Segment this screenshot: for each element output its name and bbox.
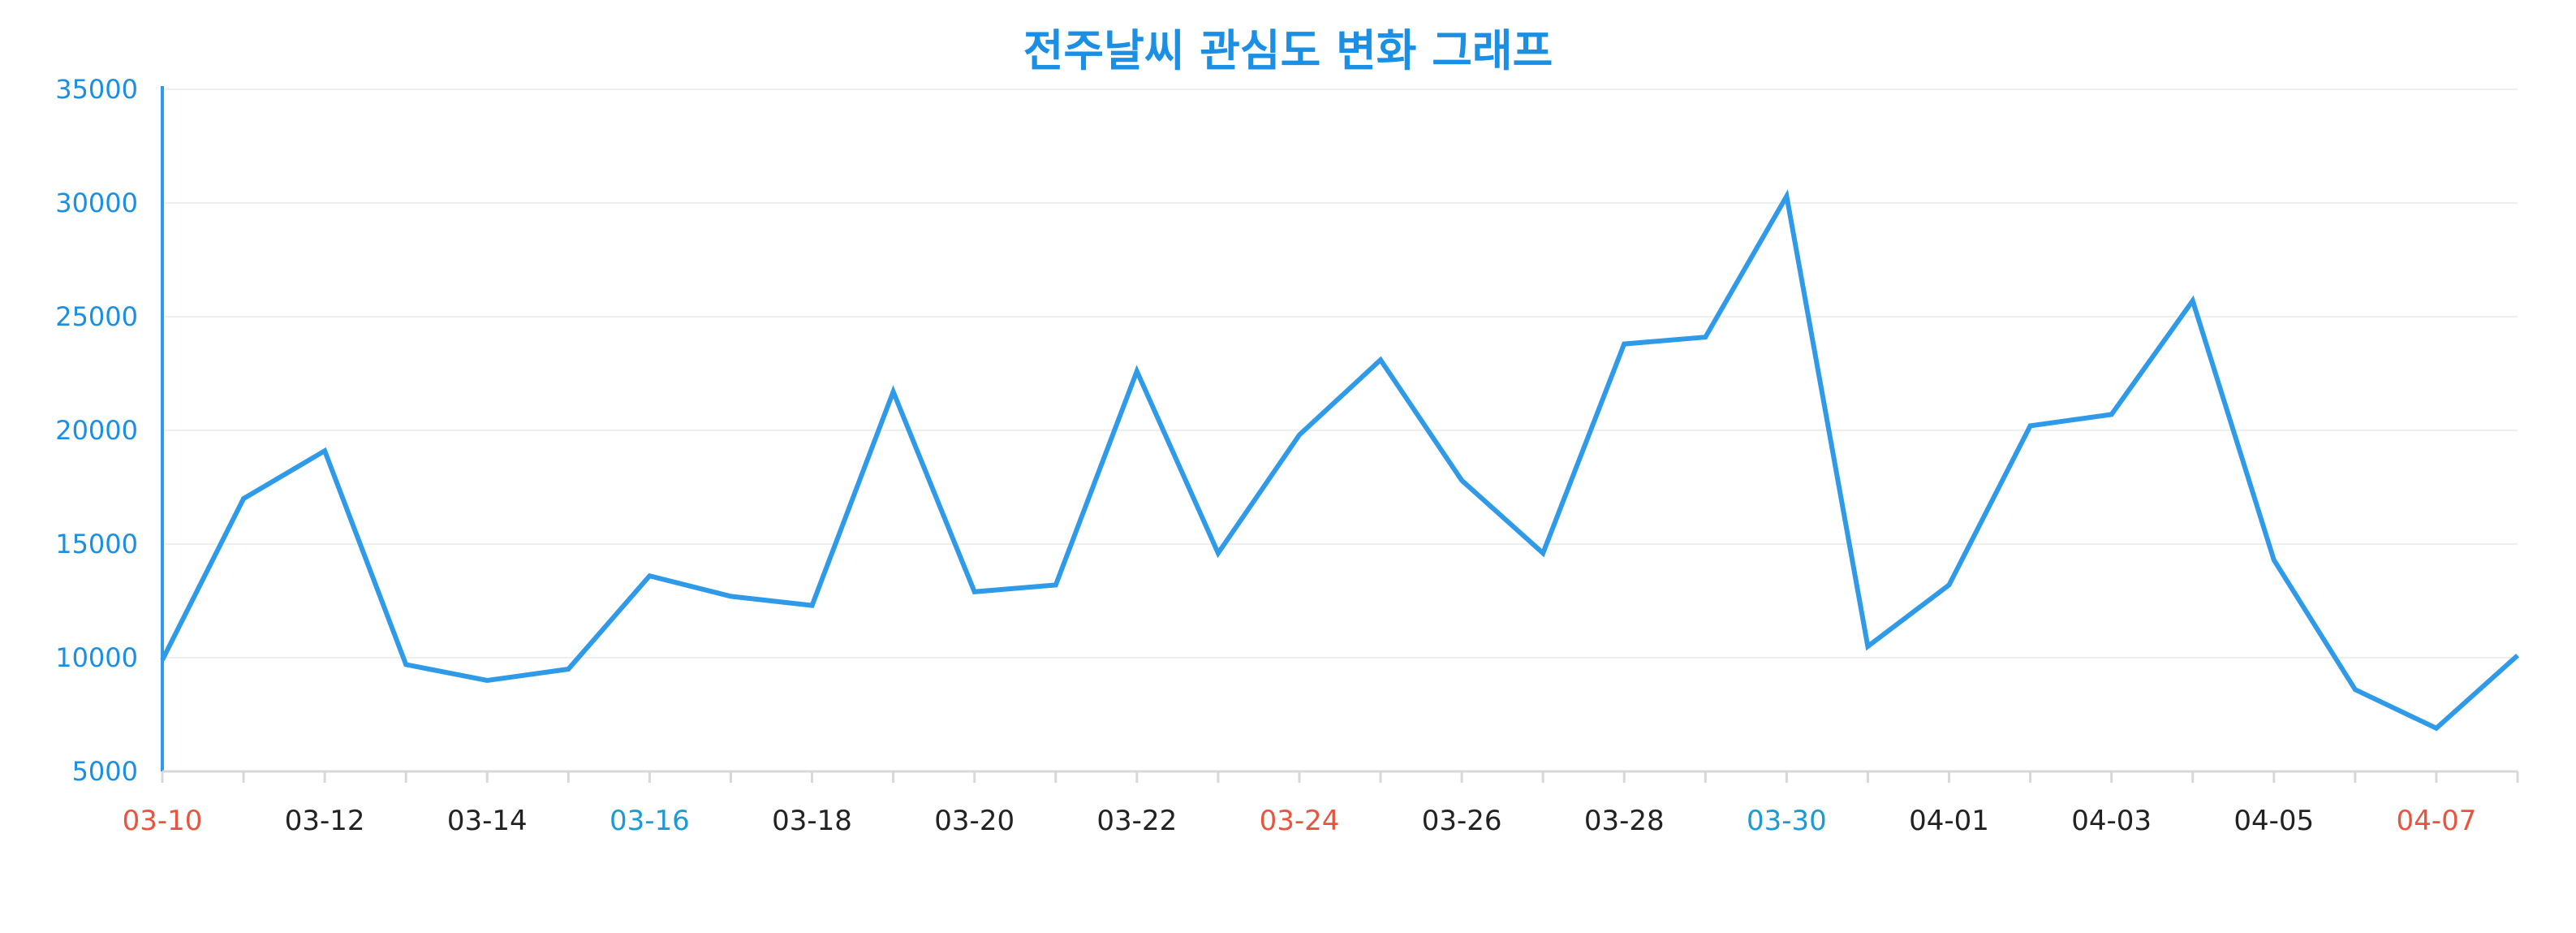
x-tick-label: 03-10 — [123, 805, 203, 837]
chart-title: 전주날씨 관심도 변화 그래프 — [1023, 25, 1553, 76]
data-point — [403, 662, 408, 667]
data-point — [1459, 478, 1464, 483]
data-point — [2109, 412, 2114, 417]
data-point — [160, 658, 165, 663]
x-tick-label: 03-16 — [610, 805, 690, 837]
data-point — [1865, 644, 1870, 649]
data-point — [972, 590, 977, 594]
x-tick-label: 04-03 — [2071, 805, 2152, 837]
data-point — [810, 603, 815, 608]
data-point — [1378, 357, 1383, 362]
data-point — [485, 678, 489, 683]
y-tick-label: 5000 — [72, 756, 138, 787]
data-point — [241, 496, 246, 501]
data-point — [566, 667, 571, 672]
x-tick-label: 03-18 — [772, 805, 852, 837]
data-point — [2353, 687, 2358, 692]
data-point — [2515, 653, 2520, 658]
data-point — [1053, 582, 1058, 587]
x-tick-label: 03-30 — [1747, 805, 1827, 837]
data-point — [1784, 194, 1789, 199]
data-point — [322, 448, 327, 453]
y-tick-label: 20000 — [55, 415, 138, 446]
x-tick-label: 03-14 — [447, 805, 528, 837]
data-point — [1703, 335, 1708, 339]
x-tick-label: 04-05 — [2234, 805, 2314, 837]
x-tick-label: 03-12 — [285, 805, 365, 837]
data-point — [1622, 342, 1626, 347]
x-tick-label: 04-07 — [2397, 805, 2477, 837]
y-tick-label: 25000 — [55, 301, 138, 332]
x-tick-label: 03-22 — [1096, 805, 1177, 837]
x-tick-label: 04-01 — [1909, 805, 1989, 837]
series-line — [160, 188, 2520, 732]
y-tick-label: 35000 — [55, 74, 138, 105]
data-point — [2434, 726, 2439, 731]
data-point — [647, 573, 652, 578]
y-tick-label: 10000 — [55, 642, 138, 673]
x-tick-label: 03-20 — [934, 805, 1014, 837]
y-tick-label: 15000 — [55, 529, 138, 559]
x-tick-label: 03-24 — [1260, 805, 1340, 837]
data-point — [1135, 369, 1139, 374]
data-point — [1947, 582, 1952, 587]
data-point — [2028, 423, 2033, 428]
data-point — [2190, 298, 2195, 303]
data-point — [1297, 433, 1302, 438]
data-point — [1540, 551, 1545, 555]
data-point — [728, 594, 733, 598]
data-point — [891, 389, 896, 394]
x-tick-label: 03-26 — [1422, 805, 1502, 837]
y-tick-label: 30000 — [55, 188, 138, 218]
data-point — [2272, 558, 2277, 563]
data-point — [1216, 551, 1221, 555]
x-tick-label: 03-28 — [1584, 805, 1665, 837]
